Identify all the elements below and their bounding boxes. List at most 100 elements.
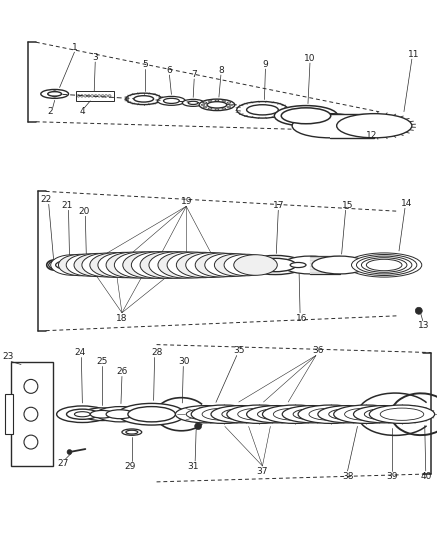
Ellipse shape	[292, 114, 367, 138]
Text: 23: 23	[3, 352, 14, 361]
Ellipse shape	[149, 252, 205, 278]
Ellipse shape	[105, 95, 108, 97]
Text: 4: 4	[80, 107, 85, 116]
Ellipse shape	[48, 92, 62, 96]
Text: 8: 8	[218, 66, 224, 75]
Ellipse shape	[282, 406, 343, 423]
Text: 28: 28	[151, 348, 162, 357]
Ellipse shape	[290, 262, 306, 268]
Ellipse shape	[227, 102, 231, 103]
Ellipse shape	[262, 405, 328, 423]
Ellipse shape	[74, 411, 90, 417]
Ellipse shape	[84, 95, 87, 97]
Ellipse shape	[298, 405, 364, 423]
Text: 24: 24	[75, 348, 86, 357]
Circle shape	[24, 407, 38, 421]
Text: 38: 38	[342, 472, 353, 481]
Text: 27: 27	[57, 459, 68, 469]
Ellipse shape	[337, 114, 412, 138]
Ellipse shape	[126, 93, 162, 104]
Ellipse shape	[81, 95, 83, 97]
Ellipse shape	[94, 95, 97, 97]
Ellipse shape	[128, 407, 175, 422]
Ellipse shape	[82, 253, 133, 277]
Ellipse shape	[67, 409, 98, 419]
Ellipse shape	[215, 100, 219, 101]
Text: 13: 13	[418, 321, 430, 330]
Text: 7: 7	[191, 69, 197, 78]
Ellipse shape	[364, 409, 404, 420]
Ellipse shape	[186, 253, 238, 277]
Ellipse shape	[58, 254, 104, 276]
Ellipse shape	[118, 403, 185, 425]
Text: 22: 22	[40, 195, 51, 204]
Ellipse shape	[282, 256, 338, 274]
Ellipse shape	[207, 102, 227, 108]
Ellipse shape	[186, 409, 226, 420]
Ellipse shape	[334, 405, 399, 423]
Ellipse shape	[64, 258, 108, 272]
Ellipse shape	[215, 109, 219, 110]
Text: 11: 11	[408, 50, 420, 59]
Ellipse shape	[140, 252, 197, 278]
Ellipse shape	[203, 107, 207, 108]
Ellipse shape	[114, 252, 170, 278]
Text: 9: 9	[262, 60, 268, 69]
Text: 19: 19	[180, 197, 192, 206]
Circle shape	[24, 379, 38, 393]
Ellipse shape	[208, 108, 212, 109]
Ellipse shape	[258, 409, 297, 420]
Text: 10: 10	[304, 54, 316, 62]
Text: 2: 2	[47, 107, 53, 116]
Ellipse shape	[90, 410, 114, 418]
Ellipse shape	[211, 406, 272, 423]
Text: 26: 26	[116, 367, 127, 376]
Text: 12: 12	[366, 131, 377, 140]
Ellipse shape	[158, 252, 214, 278]
Bar	[5, 394, 13, 434]
Ellipse shape	[182, 99, 204, 107]
Ellipse shape	[56, 260, 85, 270]
Circle shape	[67, 449, 72, 455]
Text: 29: 29	[124, 463, 135, 472]
Ellipse shape	[201, 104, 205, 106]
Ellipse shape	[227, 405, 292, 423]
Ellipse shape	[352, 254, 417, 276]
Ellipse shape	[41, 90, 68, 99]
Ellipse shape	[131, 252, 188, 278]
Ellipse shape	[191, 405, 257, 423]
Ellipse shape	[66, 254, 113, 276]
Ellipse shape	[214, 254, 262, 276]
Ellipse shape	[293, 409, 333, 420]
Ellipse shape	[123, 252, 179, 278]
Ellipse shape	[98, 252, 152, 278]
Text: 30: 30	[179, 357, 190, 366]
Text: 37: 37	[257, 467, 268, 477]
Ellipse shape	[246, 255, 305, 274]
Text: 3: 3	[92, 53, 98, 62]
Ellipse shape	[122, 429, 142, 435]
Text: 1: 1	[71, 43, 78, 52]
Ellipse shape	[318, 406, 379, 423]
Ellipse shape	[82, 408, 122, 421]
Text: 35: 35	[233, 346, 244, 355]
Text: 21: 21	[62, 201, 73, 210]
Text: 6: 6	[166, 66, 172, 75]
Ellipse shape	[57, 406, 108, 423]
Ellipse shape	[309, 408, 353, 421]
Ellipse shape	[71, 260, 101, 270]
Ellipse shape	[106, 252, 161, 278]
Ellipse shape	[369, 405, 434, 423]
Circle shape	[24, 435, 38, 449]
Ellipse shape	[199, 99, 235, 110]
Ellipse shape	[229, 104, 233, 106]
Ellipse shape	[126, 430, 138, 434]
Ellipse shape	[224, 254, 269, 276]
Ellipse shape	[167, 252, 222, 278]
Ellipse shape	[361, 257, 407, 272]
Ellipse shape	[203, 102, 207, 103]
Ellipse shape	[222, 108, 226, 109]
Ellipse shape	[366, 259, 402, 271]
Text: 17: 17	[272, 201, 284, 210]
Ellipse shape	[238, 408, 281, 421]
